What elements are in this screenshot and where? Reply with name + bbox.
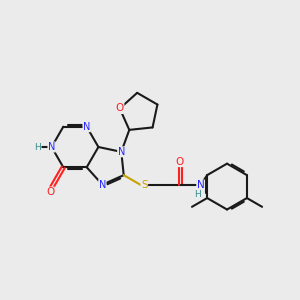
Text: N: N (48, 142, 55, 152)
Text: S: S (141, 180, 148, 190)
Text: O: O (46, 187, 54, 197)
Text: O: O (175, 157, 183, 166)
Text: N: N (83, 122, 90, 132)
Text: H: H (194, 190, 201, 199)
Text: H: H (34, 142, 41, 152)
Text: N: N (197, 180, 205, 190)
Text: O: O (116, 103, 124, 113)
Text: N: N (118, 147, 125, 157)
Text: N: N (99, 180, 106, 190)
